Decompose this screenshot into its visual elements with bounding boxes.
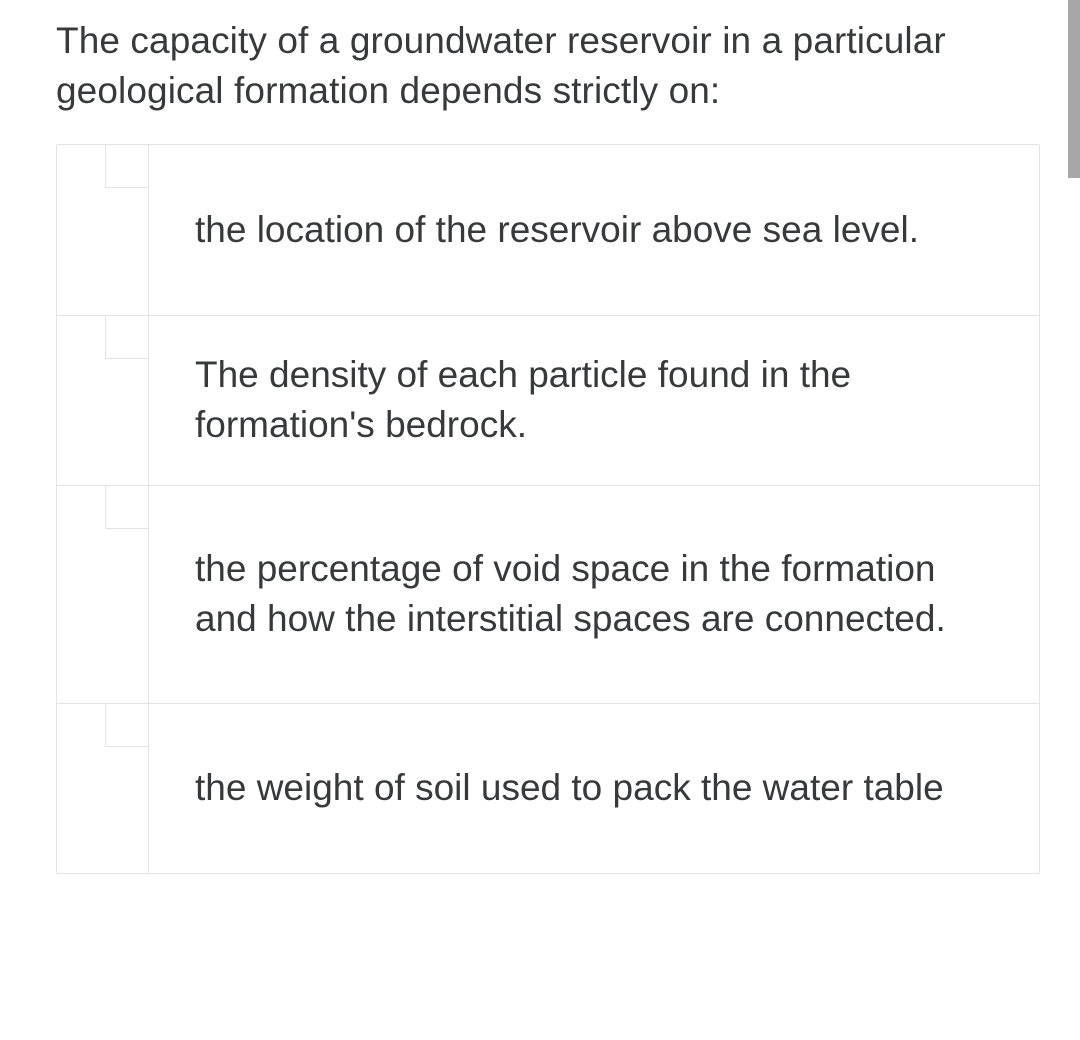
option-check-cell [57, 145, 149, 315]
option-row[interactable]: the weight of soil used to pack the wate… [57, 703, 1039, 873]
option-text: the percentage of void space in the form… [195, 544, 993, 644]
quiz-question-panel: The capacity of a groundwater reservoir … [0, 0, 1080, 898]
scrollbar-thumb[interactable] [1068, 0, 1080, 178]
option-check-cell [57, 704, 149, 873]
options-list: the location of the reservoir above sea … [56, 144, 1040, 874]
option-checkbox[interactable] [105, 485, 149, 529]
option-text-cell: the location of the reservoir above sea … [149, 145, 1039, 315]
option-text-cell: the percentage of void space in the form… [149, 486, 1039, 703]
option-text: the location of the reservoir above sea … [195, 205, 919, 255]
option-row[interactable]: the location of the reservoir above sea … [57, 145, 1039, 315]
option-text-cell: the weight of soil used to pack the wate… [149, 704, 1039, 873]
option-checkbox[interactable] [105, 144, 149, 188]
option-check-cell [57, 316, 149, 485]
question-prompt: The capacity of a groundwater reservoir … [56, 16, 1040, 116]
option-row[interactable]: The density of each particle found in th… [57, 315, 1039, 485]
option-check-cell [57, 486, 149, 703]
option-text-cell: The density of each particle found in th… [149, 316, 1039, 485]
option-text: The density of each particle found in th… [195, 350, 993, 450]
option-row[interactable]: the percentage of void space in the form… [57, 485, 1039, 703]
option-text: the weight of soil used to pack the wate… [195, 763, 944, 813]
option-checkbox[interactable] [105, 315, 149, 359]
option-checkbox[interactable] [105, 703, 149, 747]
